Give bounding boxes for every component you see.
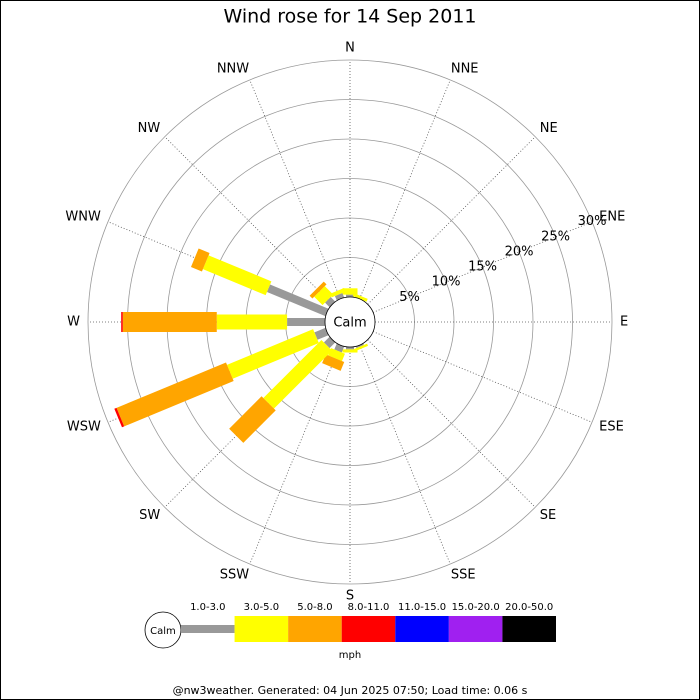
spoke	[367, 136, 536, 305]
direction-label: WSW	[67, 419, 101, 434]
wind-bar	[334, 292, 345, 301]
wind-bar	[122, 312, 217, 332]
wind-bar	[309, 281, 327, 299]
direction-label: WNW	[65, 210, 101, 225]
direction-label: ESE	[599, 419, 624, 434]
wind-bar	[352, 293, 368, 302]
direction-label: SW	[139, 508, 160, 523]
direction-label: N	[345, 41, 355, 56]
footer: @nw3weather. Generated: 04 Jun 2025 07:5…	[173, 684, 528, 697]
spoke	[164, 136, 333, 305]
wind-bar	[328, 348, 345, 362]
direction-label: SE	[540, 508, 556, 523]
legend-swatch	[181, 625, 235, 633]
wind-bar	[314, 286, 334, 306]
wind-bar	[114, 407, 125, 428]
spoke	[249, 79, 341, 300]
direction-label: NE	[540, 121, 558, 136]
wind-bar	[287, 318, 325, 326]
wind-bar	[216, 314, 288, 330]
r-tick-label: 10%	[432, 275, 461, 290]
wind-bar	[190, 248, 210, 272]
calm-circle	[324, 296, 376, 348]
legend-label: 3.0-5.0	[244, 602, 279, 613]
wind-bar	[325, 297, 336, 308]
wind-bar	[342, 288, 358, 295]
direction-label: NNW	[217, 61, 249, 76]
wind-bar	[322, 354, 345, 371]
legend-label: 1.0-3.0	[190, 602, 225, 613]
wind-bar	[116, 362, 234, 427]
legend-swatch	[234, 616, 289, 642]
legend-label: 15.0-20.0	[452, 602, 500, 613]
direction-label: S	[346, 589, 354, 604]
legend-label: 8.0-11.0	[348, 602, 390, 613]
wind-bar	[121, 312, 123, 332]
r-tick-label: 25%	[541, 229, 570, 244]
legend-swatch	[502, 616, 556, 642]
wind-bar	[229, 396, 276, 443]
legend-swatch	[288, 616, 342, 642]
wind-bar	[355, 343, 364, 349]
direction-label: SSW	[220, 568, 250, 583]
r-tick-label: 30%	[578, 214, 607, 229]
r-tick-label: 20%	[505, 244, 534, 259]
direction-label: NNE	[451, 61, 479, 76]
legend-label: 5.0-8.0	[297, 602, 332, 613]
spoke	[359, 79, 451, 300]
legend-label: 20.0-50.0	[505, 602, 553, 613]
legend-swatch	[448, 616, 503, 642]
wind-bar	[346, 347, 354, 350]
wind-bar	[202, 255, 272, 296]
spoke	[372, 331, 593, 423]
wind-bar	[226, 329, 319, 379]
legend-swatch	[341, 616, 396, 642]
wind-bar	[330, 288, 346, 298]
direction-label: ENE	[599, 210, 625, 225]
spoke	[359, 344, 451, 565]
wind-bar	[314, 327, 329, 340]
direction-label: SSE	[451, 568, 476, 583]
wind-bar	[342, 349, 358, 353]
chart-title: Wind rose for 14 Sep 2011	[223, 6, 476, 28]
legend-label: 11.0-15.0	[398, 602, 446, 613]
wind-bar	[266, 284, 329, 317]
spoke	[367, 339, 536, 508]
r-tick-label: 15%	[468, 260, 497, 275]
direction-label: W	[67, 315, 80, 330]
wind-bar	[263, 339, 333, 409]
legend-calm-label: Calm	[150, 626, 176, 637]
direction-label: NW	[138, 121, 161, 136]
legend-units: mph	[339, 650, 361, 661]
spoke	[372, 221, 593, 313]
legend-swatch	[395, 616, 449, 642]
r-tick-label: 5%	[399, 290, 420, 305]
grid-ring	[87, 59, 613, 585]
spoke	[249, 344, 341, 565]
wind-bar	[323, 336, 336, 349]
calm-label: Calm	[333, 316, 366, 331]
wind-bar	[346, 294, 354, 297]
direction-label: E	[620, 315, 628, 330]
